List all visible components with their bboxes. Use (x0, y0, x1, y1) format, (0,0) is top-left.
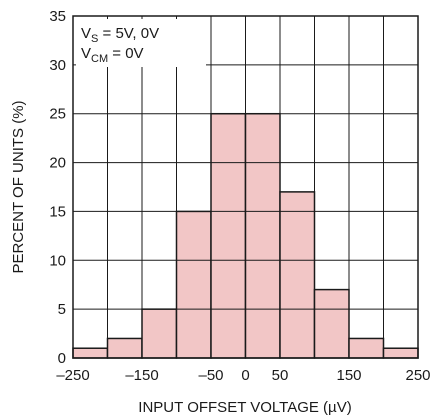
x-axis-label: INPUT OFFSET VOLTAGE (µV) (138, 399, 351, 416)
y-tick-label: 15 (49, 203, 66, 220)
y-tick-label: 35 (49, 8, 66, 25)
bar-7 (279, 191, 316, 359)
bar-8 (313, 288, 350, 359)
y-tick-labels: 0 5 10 15 20 25 30 35 (49, 8, 66, 367)
x-tick-label: –50 (198, 367, 223, 384)
x-tick-label: –250 (56, 367, 89, 384)
bar-3 (141, 308, 178, 359)
y-tick-label: 0 (58, 350, 66, 367)
bar-2 (106, 337, 143, 359)
bar-6 (244, 112, 281, 359)
x-tick-labels: –250 –150 –50 0 50 150 250 (56, 367, 430, 384)
plot-frame (72, 15, 419, 359)
bar-9 (348, 337, 385, 359)
y-axis-label: PERCENT OF UNITS (%) (10, 100, 27, 273)
x-tick-label: 50 (272, 367, 289, 384)
bar-4 (175, 210, 212, 359)
y-tick-label: 25 (49, 106, 66, 123)
x-tick-label: 150 (336, 367, 361, 384)
bar-1 (72, 347, 109, 359)
y-tick-label: 5 (58, 301, 66, 318)
y-tick-label: 20 (49, 155, 66, 172)
x-axis-label-unit: µV (328, 399, 347, 416)
x-axis-label-suffix: ) (347, 399, 352, 416)
annotation-supply: VS = 5V, 0V (81, 25, 159, 45)
bar-5 (210, 112, 247, 359)
x-tick-label: 0 (241, 367, 249, 384)
bars (72, 112, 419, 359)
x-tick-label: –150 (125, 367, 158, 384)
bar-10 (382, 347, 419, 359)
x-tick-label: 250 (405, 367, 430, 384)
y-tick-label: 10 (49, 252, 66, 269)
annotation-vcm: VCM = 0V (81, 45, 144, 65)
annotation-box (76, 19, 206, 67)
y-tick-label: 30 (49, 57, 66, 74)
x-axis-label-prefix: INPUT OFFSET VOLTAGE ( (138, 399, 328, 416)
